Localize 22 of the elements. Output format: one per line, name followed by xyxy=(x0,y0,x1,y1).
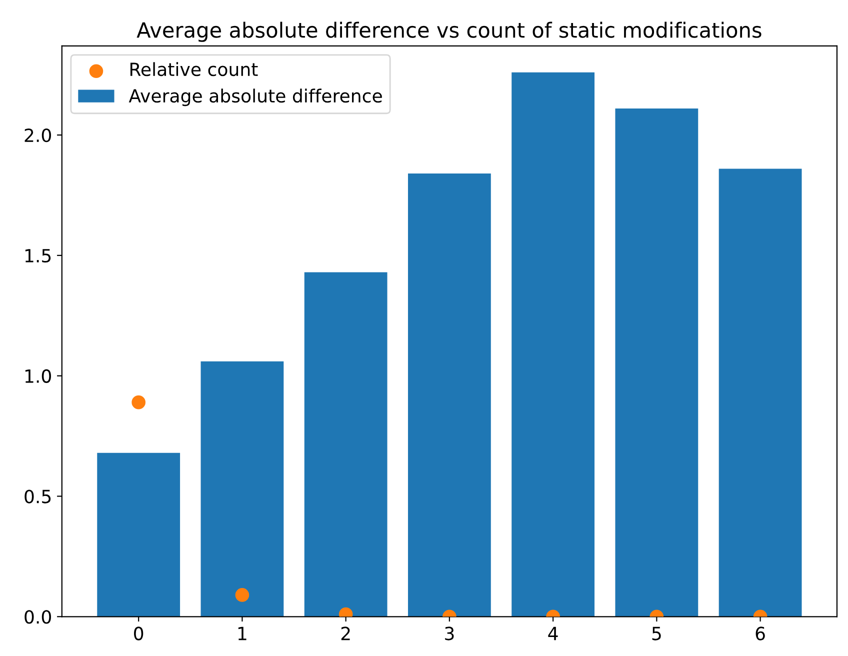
bar xyxy=(512,72,595,617)
x-tick-label: 1 xyxy=(238,626,246,640)
x-tick-label: 4 xyxy=(548,626,558,640)
bar xyxy=(718,168,802,617)
x-tick-label: 6 xyxy=(756,626,765,640)
bar xyxy=(304,272,388,617)
bar xyxy=(97,452,180,617)
y-tick-label: 0.5 xyxy=(24,490,51,504)
y-tick-label: 2.0 xyxy=(24,128,51,142)
legend-label: Average absolute difference xyxy=(128,88,382,106)
legend-label: Relative count xyxy=(130,62,258,76)
x-tick-label: 3 xyxy=(445,626,454,640)
bar xyxy=(615,108,698,617)
y-tick-label: 1.5 xyxy=(25,249,51,263)
x-tick-label: 2 xyxy=(341,626,350,640)
chart-title: Average absolute difference vs count of static modifications xyxy=(136,22,762,42)
x-tick-label: 0 xyxy=(134,626,144,640)
y-tick-label: 0.0 xyxy=(24,610,51,624)
bar xyxy=(408,174,491,617)
x-tick-label: 5 xyxy=(652,626,661,640)
y-tick-label: 1.0 xyxy=(25,369,51,383)
bar xyxy=(200,361,284,617)
